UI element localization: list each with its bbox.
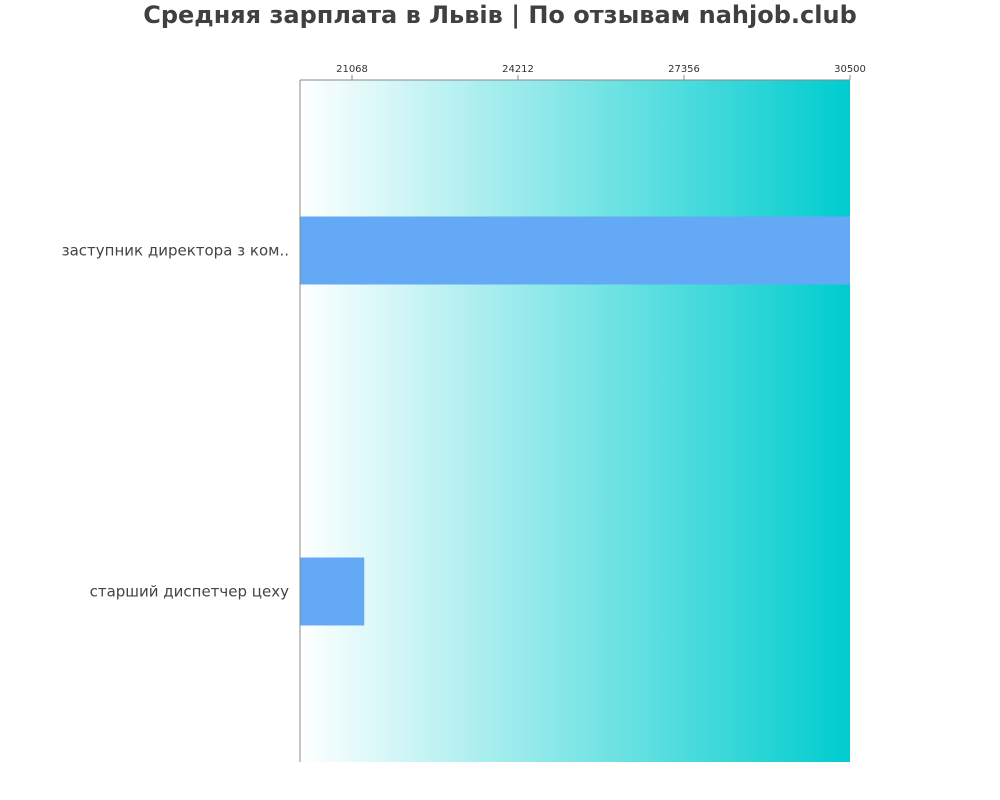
category-label: заступник директора з ком.. [62, 242, 289, 260]
x-tick-label: 21068 [336, 64, 368, 75]
bar [300, 557, 365, 626]
bar [300, 216, 850, 285]
category-label: старший диспетчер цеху [90, 583, 290, 601]
x-tick-label: 27356 [668, 64, 700, 75]
plot-background [300, 80, 850, 762]
x-tick-label: 24212 [502, 64, 534, 75]
x-tick-label: 30500 [834, 64, 866, 75]
chart-title: Средняя зарплата в Львів | По отзывам na… [143, 1, 857, 29]
